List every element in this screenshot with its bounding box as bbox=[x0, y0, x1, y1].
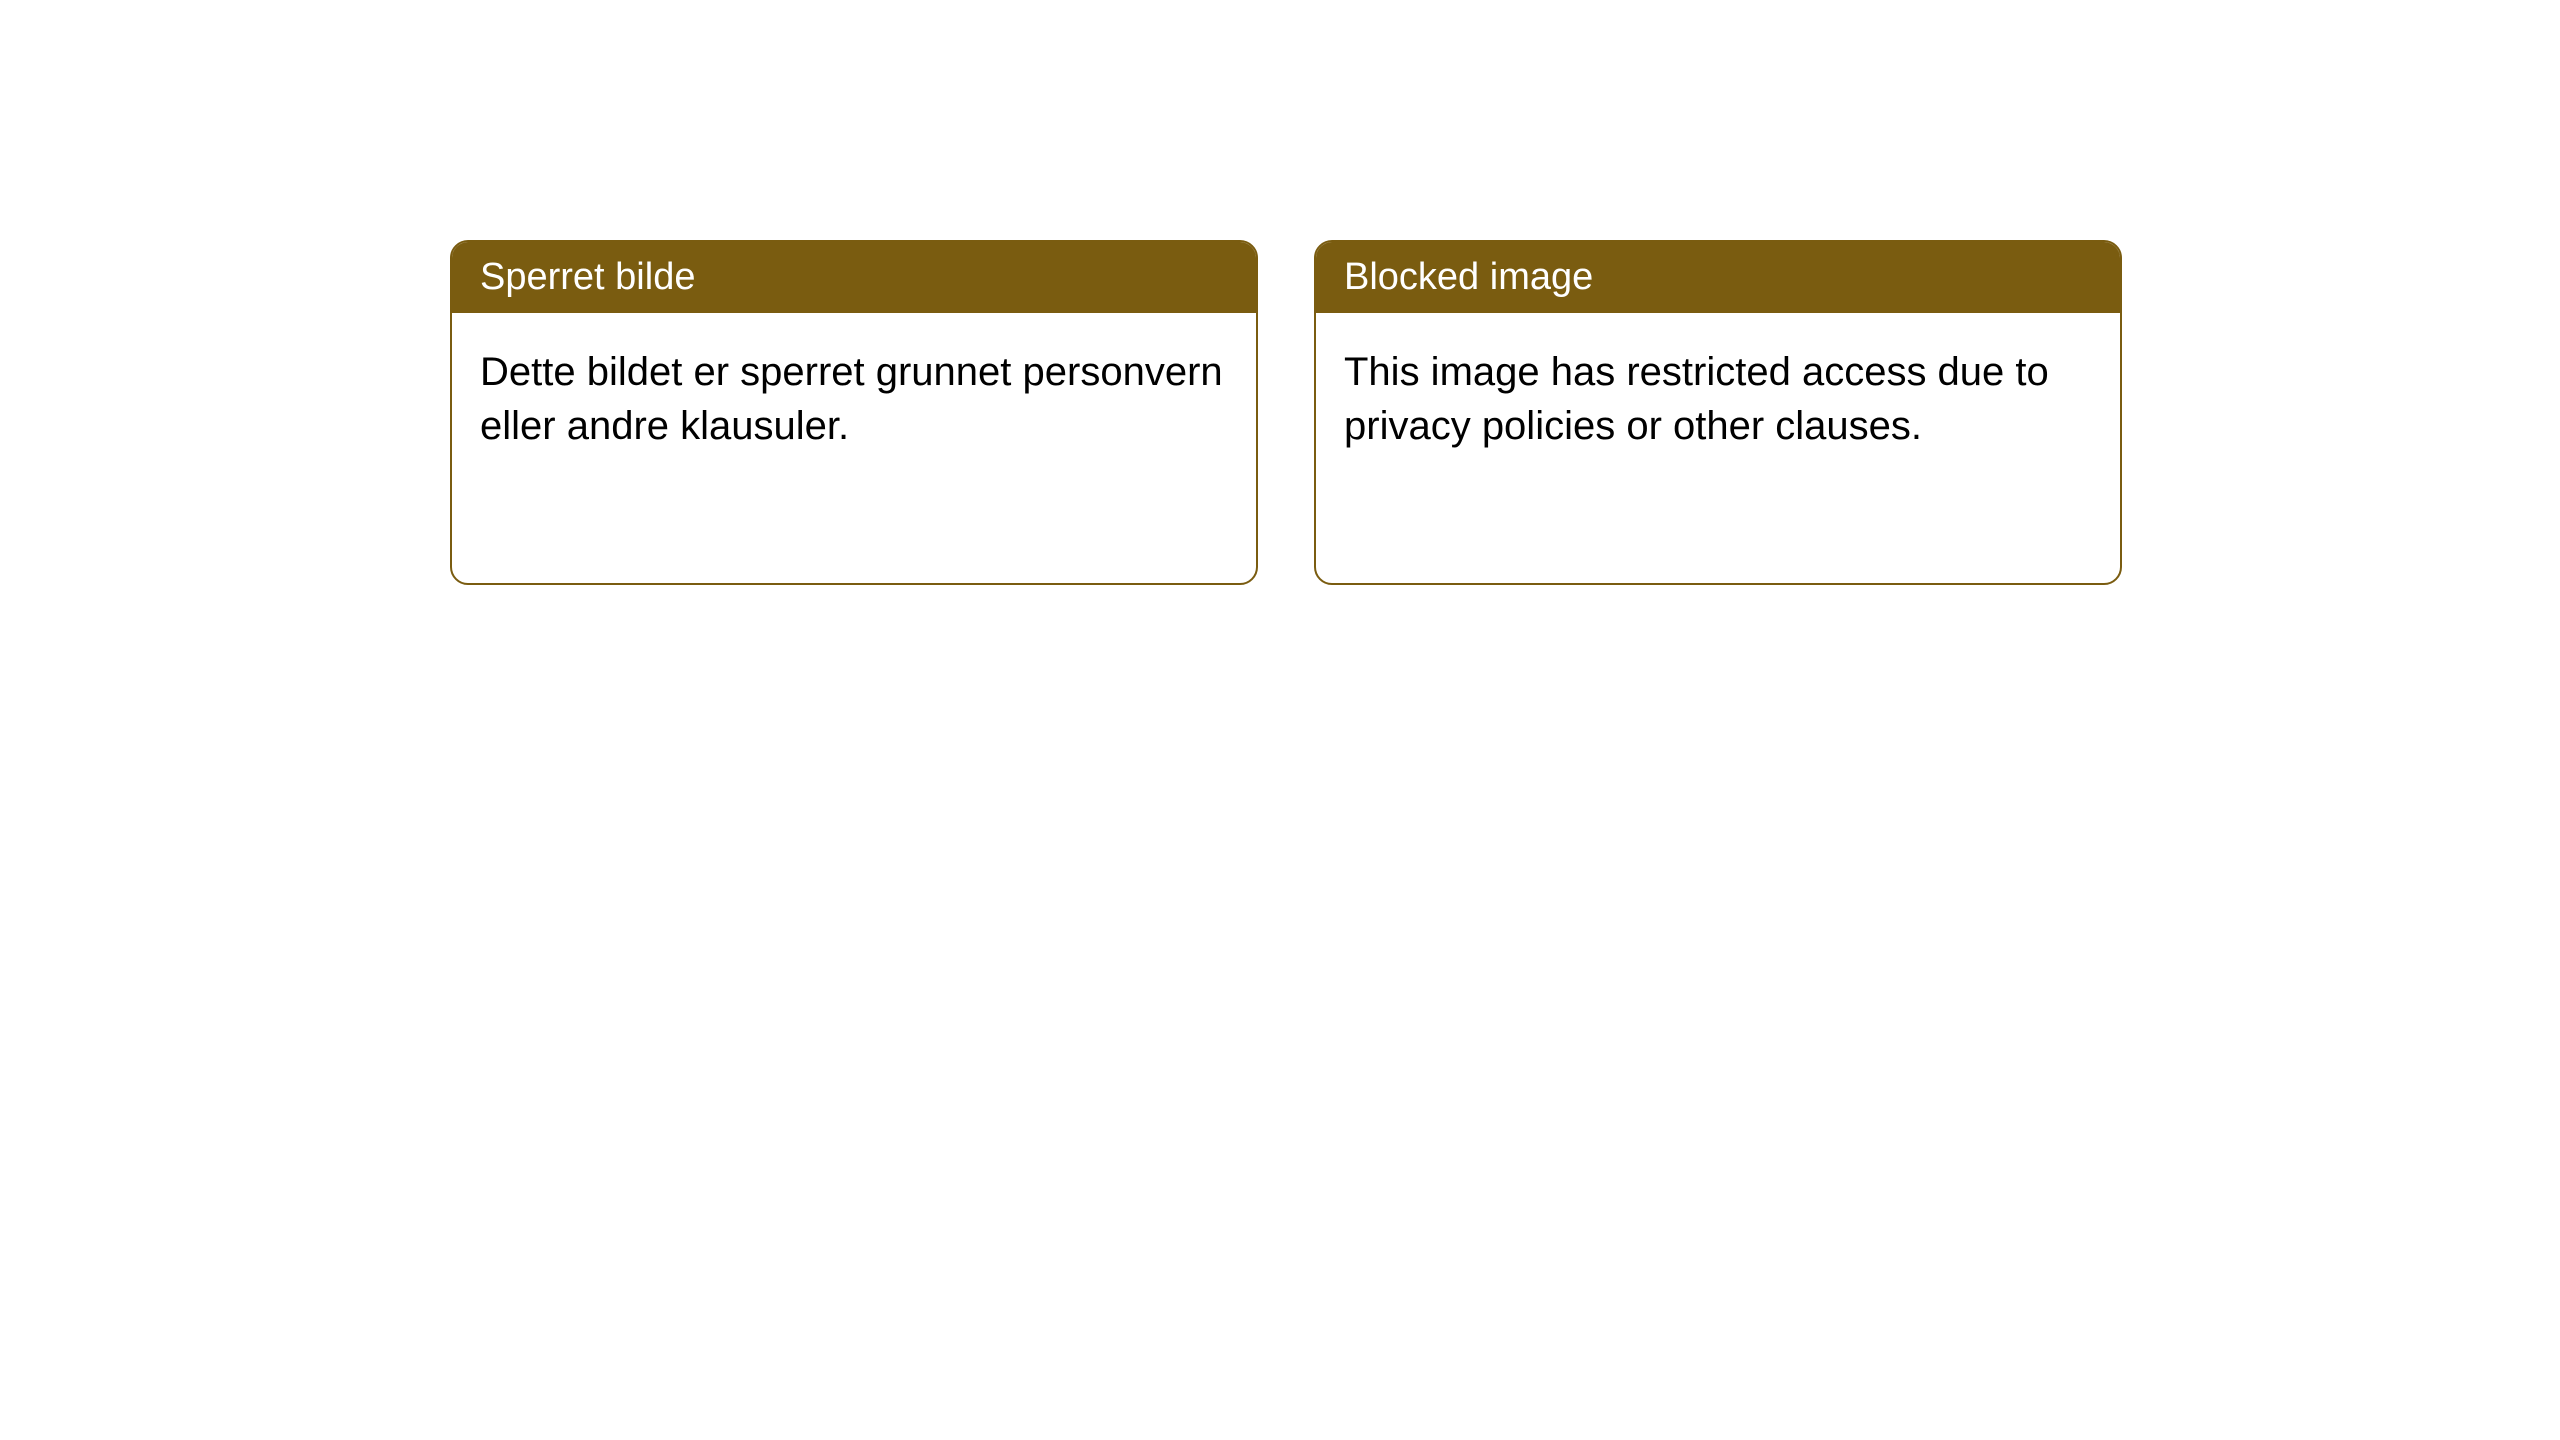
notice-card-header: Sperret bilde bbox=[452, 242, 1256, 313]
notice-body-text: Dette bildet er sperret grunnet personve… bbox=[480, 350, 1223, 448]
notice-title: Sperret bilde bbox=[480, 256, 695, 298]
notice-card-body: Dette bildet er sperret grunnet personve… bbox=[452, 313, 1256, 583]
notice-card-body: This image has restricted access due to … bbox=[1316, 313, 2120, 583]
notice-card-header: Blocked image bbox=[1316, 242, 2120, 313]
notice-body-text: This image has restricted access due to … bbox=[1344, 350, 2049, 448]
notice-card-english: Blocked image This image has restricted … bbox=[1314, 240, 2122, 585]
notice-cards-container: Sperret bilde Dette bildet er sperret gr… bbox=[450, 240, 2560, 585]
notice-title: Blocked image bbox=[1344, 256, 1593, 298]
notice-card-norwegian: Sperret bilde Dette bildet er sperret gr… bbox=[450, 240, 1258, 585]
